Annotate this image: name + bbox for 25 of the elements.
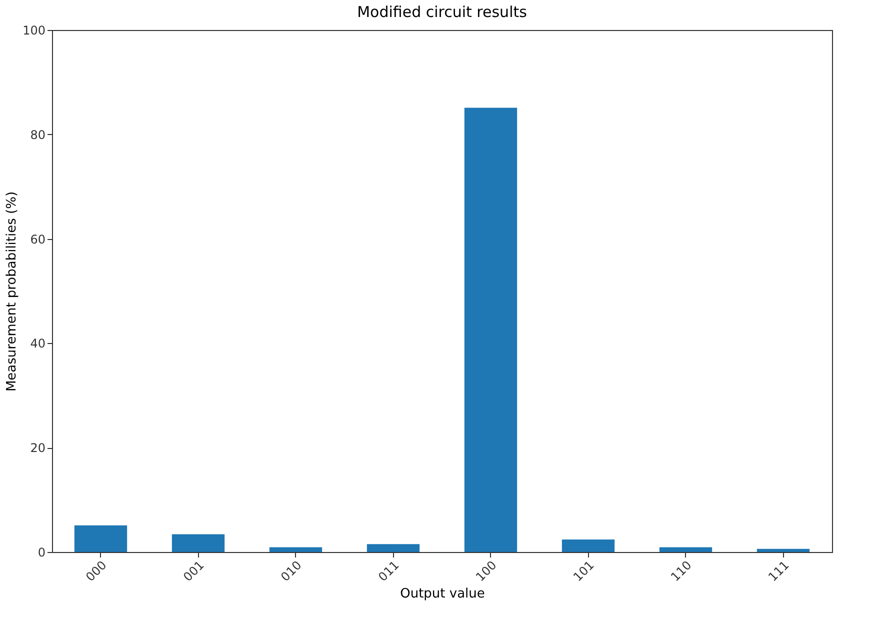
y-tick-label: 100 — [22, 24, 46, 38]
y-tick-label: 60 — [30, 232, 46, 246]
bar — [74, 525, 128, 552]
y-tick-label: 40 — [30, 336, 46, 351]
x-tick-label: 100 — [473, 558, 500, 584]
x-tick-label: 001 — [180, 558, 207, 584]
x-tick-label: 110 — [668, 558, 694, 584]
x-tick-label: 111 — [766, 558, 792, 584]
bar — [756, 548, 810, 552]
y-axis-title: Measurement probabilities (%) — [4, 191, 20, 392]
bar — [464, 108, 518, 552]
y-tick-label: 0 — [38, 546, 46, 560]
bar — [172, 534, 225, 552]
x-tick-label: 000 — [83, 558, 110, 584]
x-tick-label: 011 — [376, 558, 402, 584]
bar — [659, 547, 712, 552]
bar — [269, 547, 322, 552]
x-tick-label: 010 — [278, 558, 304, 584]
y-tick-label: 20 — [30, 441, 46, 456]
bar — [366, 544, 420, 552]
y-tick-label: 80 — [30, 128, 46, 142]
bar — [562, 539, 615, 552]
x-tick-label: 101 — [570, 558, 597, 584]
chart-title: Modified circuit results — [357, 3, 528, 21]
x-axis-title: Output value — [400, 586, 485, 602]
